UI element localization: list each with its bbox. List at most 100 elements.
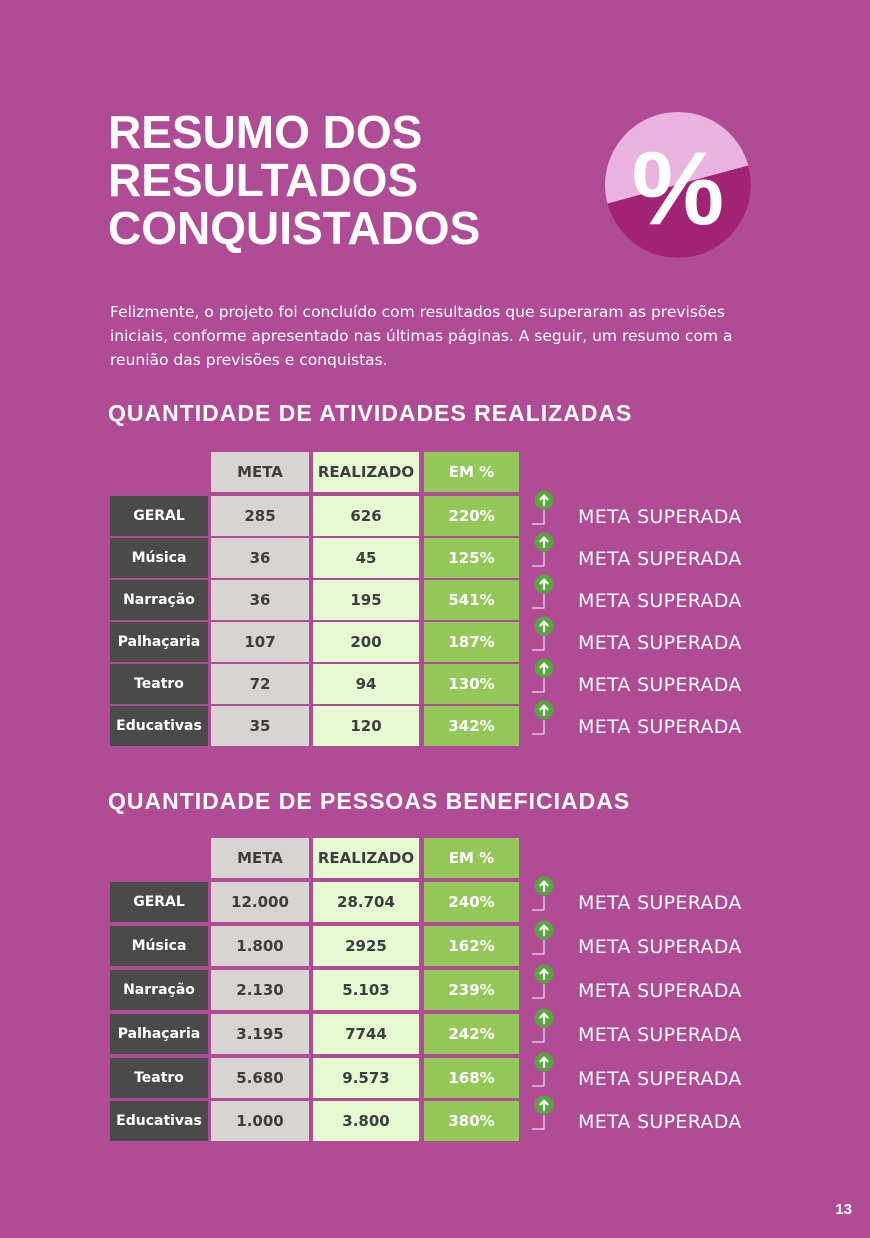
status-text: META SUPERADA: [578, 980, 742, 1002]
status-text: META SUPERADA: [578, 936, 742, 958]
arrow-up-circle-icon: [532, 876, 554, 911]
pct-value: 240%: [424, 882, 519, 922]
realizado-value: 9.573: [313, 1058, 419, 1098]
row-label: Teatro: [110, 664, 208, 704]
status-text: META SUPERADA: [578, 1024, 742, 1046]
column-header-meta: META: [211, 452, 309, 492]
realizado-value: 45: [313, 538, 419, 578]
row-label: Música: [110, 538, 208, 578]
realizado-value: 7744: [313, 1014, 419, 1054]
section-heading-pessoas: QUANTIDADE DE PESSOAS BENEFICIADAS: [108, 788, 631, 814]
table-row: Educativas 35 120 342% META SUPERADA: [110, 700, 770, 746]
page-number: 13: [835, 1201, 852, 1218]
title-line: CONQUISTADOS: [108, 202, 481, 254]
table-row: Palhaçaria 3.195 7744 242% META SUPERADA: [110, 1008, 770, 1054]
meta-value: 2.130: [211, 970, 309, 1010]
table-row: Educativas 1.000 3.800 380% META SUPERAD…: [110, 1095, 770, 1141]
row-label: Narração: [110, 970, 208, 1010]
meta-value: 72: [211, 664, 309, 704]
realizado-value: 5.103: [313, 970, 419, 1010]
row-label: Teatro: [110, 1058, 208, 1098]
meta-value: 107: [211, 622, 309, 662]
table-row: Narração 36 195 541% META SUPERADA: [110, 574, 770, 620]
realizado-value: 120: [313, 706, 419, 746]
table-row: Palhaçaria 107 200 187% META SUPERADA: [110, 616, 770, 662]
pct-value: 162%: [424, 926, 519, 966]
column-header-meta: META: [211, 838, 309, 878]
table-row: Música 36 45 125% META SUPERADA: [110, 532, 770, 578]
pct-value: 187%: [424, 622, 519, 662]
arrow-up-circle-icon: [532, 964, 554, 999]
pct-value: 220%: [424, 496, 519, 536]
realizado-value: 3.800: [313, 1101, 419, 1141]
pct-value: 125%: [424, 538, 519, 578]
meta-value: 5.680: [211, 1058, 309, 1098]
status-text: META SUPERADA: [578, 506, 742, 528]
section-heading-atividades: QUANTIDADE DE ATIVIDADES REALIZADAS: [108, 400, 633, 426]
intro-paragraph: Felizmente, o projeto foi concluído com …: [110, 303, 733, 369]
column-header-realizado: REALIZADO: [313, 452, 419, 492]
page-title: RESUMO DOS RESULTADOS CONQUISTADOS: [108, 108, 578, 252]
row-label: Narração: [110, 580, 208, 620]
row-label: Música: [110, 926, 208, 966]
column-header-pct: EM %: [424, 452, 519, 492]
arrow-up-circle-icon: [532, 616, 554, 651]
row-label: GERAL: [110, 496, 208, 536]
row-label: GERAL: [110, 882, 208, 922]
row-label: Educativas: [110, 1101, 208, 1141]
arrow-up-circle-icon: [532, 658, 554, 693]
status-text: META SUPERADA: [578, 1111, 742, 1133]
status-text: META SUPERADA: [578, 716, 742, 738]
arrow-up-circle-icon: [532, 490, 554, 525]
meta-value: 1.000: [211, 1101, 309, 1141]
realizado-value: 200: [313, 622, 419, 662]
row-label: Palhaçaria: [110, 622, 208, 662]
realizado-value: 195: [313, 580, 419, 620]
meta-value: 36: [211, 538, 309, 578]
pct-value: 541%: [424, 580, 519, 620]
status-text: META SUPERADA: [578, 674, 742, 696]
pct-value: 130%: [424, 664, 519, 704]
row-label: Educativas: [110, 706, 208, 746]
meta-value: 285: [211, 496, 309, 536]
table-row: Teatro 5.680 9.573 168% META SUPERADA: [110, 1052, 770, 1098]
arrow-up-circle-icon: [532, 574, 554, 609]
realizado-value: 94: [313, 664, 419, 704]
pct-value: 239%: [424, 970, 519, 1010]
arrow-up-circle-icon: [532, 1052, 554, 1087]
meta-value: 12.000: [211, 882, 309, 922]
pct-value: 342%: [424, 706, 519, 746]
realizado-value: 2925: [313, 926, 419, 966]
pct-value: 168%: [424, 1058, 519, 1098]
realizado-value: 28.704: [313, 882, 419, 922]
percent-badge-icon: %: [605, 112, 751, 258]
arrow-up-circle-icon: [532, 532, 554, 567]
arrow-up-circle-icon: [532, 1095, 554, 1130]
status-text: META SUPERADA: [578, 1068, 742, 1090]
column-header-realizado: REALIZADO: [313, 838, 419, 878]
meta-value: 36: [211, 580, 309, 620]
table-row: Teatro 72 94 130% META SUPERADA: [110, 658, 770, 704]
column-header-pct: EM %: [424, 838, 519, 878]
status-text: META SUPERADA: [578, 632, 742, 654]
arrow-up-circle-icon: [532, 1008, 554, 1043]
meta-value: 35: [211, 706, 309, 746]
row-label: Palhaçaria: [110, 1014, 208, 1054]
status-text: META SUPERADA: [578, 892, 742, 914]
arrow-up-circle-icon: [532, 920, 554, 955]
realizado-value: 626: [313, 496, 419, 536]
pct-value: 242%: [424, 1014, 519, 1054]
table-row: Música 1.800 2925 162% META SUPERADA: [110, 920, 770, 966]
arrow-up-circle-icon: [532, 700, 554, 735]
status-text: META SUPERADA: [578, 548, 742, 570]
meta-value: 3.195: [211, 1014, 309, 1054]
pct-value: 380%: [424, 1101, 519, 1141]
status-text: META SUPERADA: [578, 590, 742, 612]
percent-symbol: %: [632, 131, 724, 247]
title-line: RESULTADOS: [108, 154, 419, 206]
title-line: RESUMO DOS: [108, 106, 423, 158]
table-row: GERAL 285 626 220% META SUPERADA: [110, 490, 770, 536]
meta-value: 1.800: [211, 926, 309, 966]
table-row: GERAL 12.000 28.704 240% META SUPERADA: [110, 876, 770, 922]
table-row: Narração 2.130 5.103 239% META SUPERADA: [110, 964, 770, 1010]
